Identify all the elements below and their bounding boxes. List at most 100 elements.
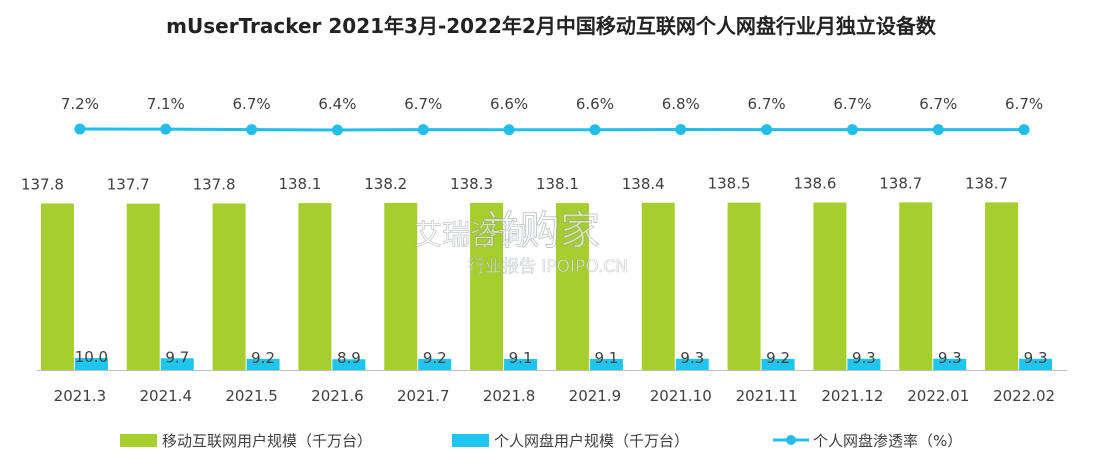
legend-label-netdisk-users: 个人网盘用户规模（千万台）	[494, 432, 689, 450]
line-point	[331, 124, 343, 136]
data-label-internal-users: 137.8	[21, 175, 64, 193]
bar-netdisk-users	[847, 358, 881, 370]
data-label-netdisk-users: 9.3	[680, 349, 704, 367]
bar-netdisk-users	[589, 359, 623, 370]
bar-internal-users	[470, 202, 504, 370]
data-label-netdisk-users: 9.7	[165, 348, 189, 366]
line-data-label: 6.6%	[490, 95, 528, 113]
penetration-line	[79, 127, 1025, 132]
x-tick-label: 2021.4	[140, 387, 193, 405]
bars-group: 137.8 10.0 2021.3 137.7 9.7 2021.4 137.8 9.2 202…	[21, 174, 1055, 405]
bar-internal-users	[813, 202, 847, 370]
x-tick-label: 2021.5	[225, 387, 278, 405]
bar-internal-users	[126, 203, 160, 370]
data-label-netdisk-users: 9.2	[423, 349, 447, 367]
data-label-internal-users: 138.7	[879, 174, 922, 192]
data-label-internal-users: 138.1	[278, 175, 321, 193]
watermark-brand: 并购家	[480, 208, 600, 254]
x-tick-label: 2021.7	[397, 387, 450, 405]
data-label-internal-users: 138.5	[708, 175, 751, 193]
line-point	[761, 124, 773, 136]
bar-netdisk-users	[675, 358, 709, 370]
data-label-internal-users: 138.7	[965, 174, 1008, 192]
data-label-internal-users: 137.7	[107, 176, 150, 194]
line-series-group: 7.2% 7.1% 6.7% 6.4% 6.7% 6.6% 6.6% 6.8% 6.7% 6.7%…	[61, 95, 1043, 136]
legend-label-internal-users: 移动互联网用户规模（千万台）	[162, 432, 372, 450]
line-point	[74, 123, 86, 135]
bar-internal-users	[212, 203, 246, 370]
line-point	[846, 124, 858, 136]
x-tick-label: 2021.9	[569, 387, 622, 405]
bar-netdisk-users	[504, 359, 538, 370]
x-tick-label: 2021.3	[54, 387, 107, 405]
data-label-netdisk-users: 9.2	[251, 349, 275, 367]
data-label-netdisk-users: 8.9	[337, 349, 361, 367]
bar-internal-users	[899, 202, 933, 370]
line-data-label: 6.8%	[662, 95, 700, 113]
watermark-main: 艾瑞咨询	[414, 218, 526, 251]
data-label-netdisk-users: 9.2	[766, 349, 790, 367]
x-tick-label: 2021.6	[311, 387, 364, 405]
data-label-netdisk-users: 9.3	[1024, 349, 1048, 367]
bar-internal-users	[40, 203, 74, 370]
data-label-internal-users: 137.8	[193, 175, 236, 193]
line-data-label: 6.7%	[748, 95, 786, 113]
bar-netdisk-users	[160, 358, 194, 370]
x-tick-label: 2022.01	[907, 387, 969, 405]
line-data-label: 6.7%	[233, 95, 271, 113]
line-point	[675, 124, 687, 135]
x-tick-label: 2021.12	[821, 387, 883, 405]
bar-internal-users	[384, 203, 418, 370]
bar-internal-users	[555, 203, 589, 370]
bar-internal-users	[727, 202, 761, 370]
legend-swatch-internal-users	[120, 434, 157, 447]
bar-internal-users	[985, 202, 1019, 370]
data-label-internal-users: 138.4	[622, 175, 665, 193]
line-data-label: 6.6%	[576, 95, 614, 113]
line-data-label: 6.7%	[1005, 95, 1043, 113]
line-data-label: 6.7%	[833, 95, 871, 113]
data-label-internal-users: 138.6	[793, 175, 836, 193]
line-data-label: 6.7%	[404, 95, 442, 113]
bar-netdisk-users	[418, 358, 452, 370]
bar-netdisk-users	[933, 358, 967, 370]
line-point	[417, 124, 429, 136]
x-tick-label: 2021.8	[483, 387, 536, 405]
data-label-internal-users: 138.2	[364, 175, 407, 193]
data-label-netdisk-users: 9.3	[938, 349, 962, 367]
bar-netdisk-users	[74, 357, 108, 370]
chart-title: mUserTracker 2021年3月-2022年2月中国移动互联网个人网盘行…	[166, 14, 936, 38]
line-point	[503, 124, 515, 136]
bar-netdisk-users	[246, 358, 280, 370]
bar-netdisk-users	[1019, 358, 1053, 370]
data-label-internal-users: 138.3	[450, 175, 493, 193]
line-data-label: 6.7%	[919, 95, 957, 113]
line-point	[932, 124, 944, 136]
line-point	[589, 124, 601, 136]
bar-internal-users	[641, 202, 675, 370]
data-label-netdisk-users: 9.1	[594, 349, 618, 367]
line-data-label: 6.4%	[318, 95, 356, 113]
line-data-label: 7.2%	[61, 95, 99, 113]
x-tick-label: 2022.02	[993, 387, 1055, 405]
legend-swatch-penetration-point	[786, 435, 796, 445]
line-point	[246, 124, 258, 136]
watermark-sub: 行业报告 IPOIPO.CN	[468, 257, 628, 277]
legend: 移动互联网用户规模（千万台） 个人网盘用户规模（千万台） 个人网盘渗透率（%）	[120, 432, 962, 450]
data-label-netdisk-users: 10.0	[75, 348, 108, 366]
line-data-label: 7.1%	[147, 95, 185, 113]
bar-netdisk-users	[761, 358, 795, 370]
bar-netdisk-users	[332, 359, 366, 370]
data-label-internal-users: 138.1	[536, 175, 579, 193]
line-point	[1018, 124, 1030, 136]
legend-label-penetration: 个人网盘渗透率（%）	[813, 432, 962, 450]
legend-swatch-netdisk-users	[452, 434, 489, 447]
data-label-netdisk-users: 9.1	[509, 349, 533, 367]
bar-internal-users	[298, 203, 332, 370]
data-label-netdisk-users: 9.3	[852, 349, 876, 367]
x-tick-label: 2021.10	[650, 387, 712, 405]
x-tick-label: 2021.11	[736, 387, 798, 405]
